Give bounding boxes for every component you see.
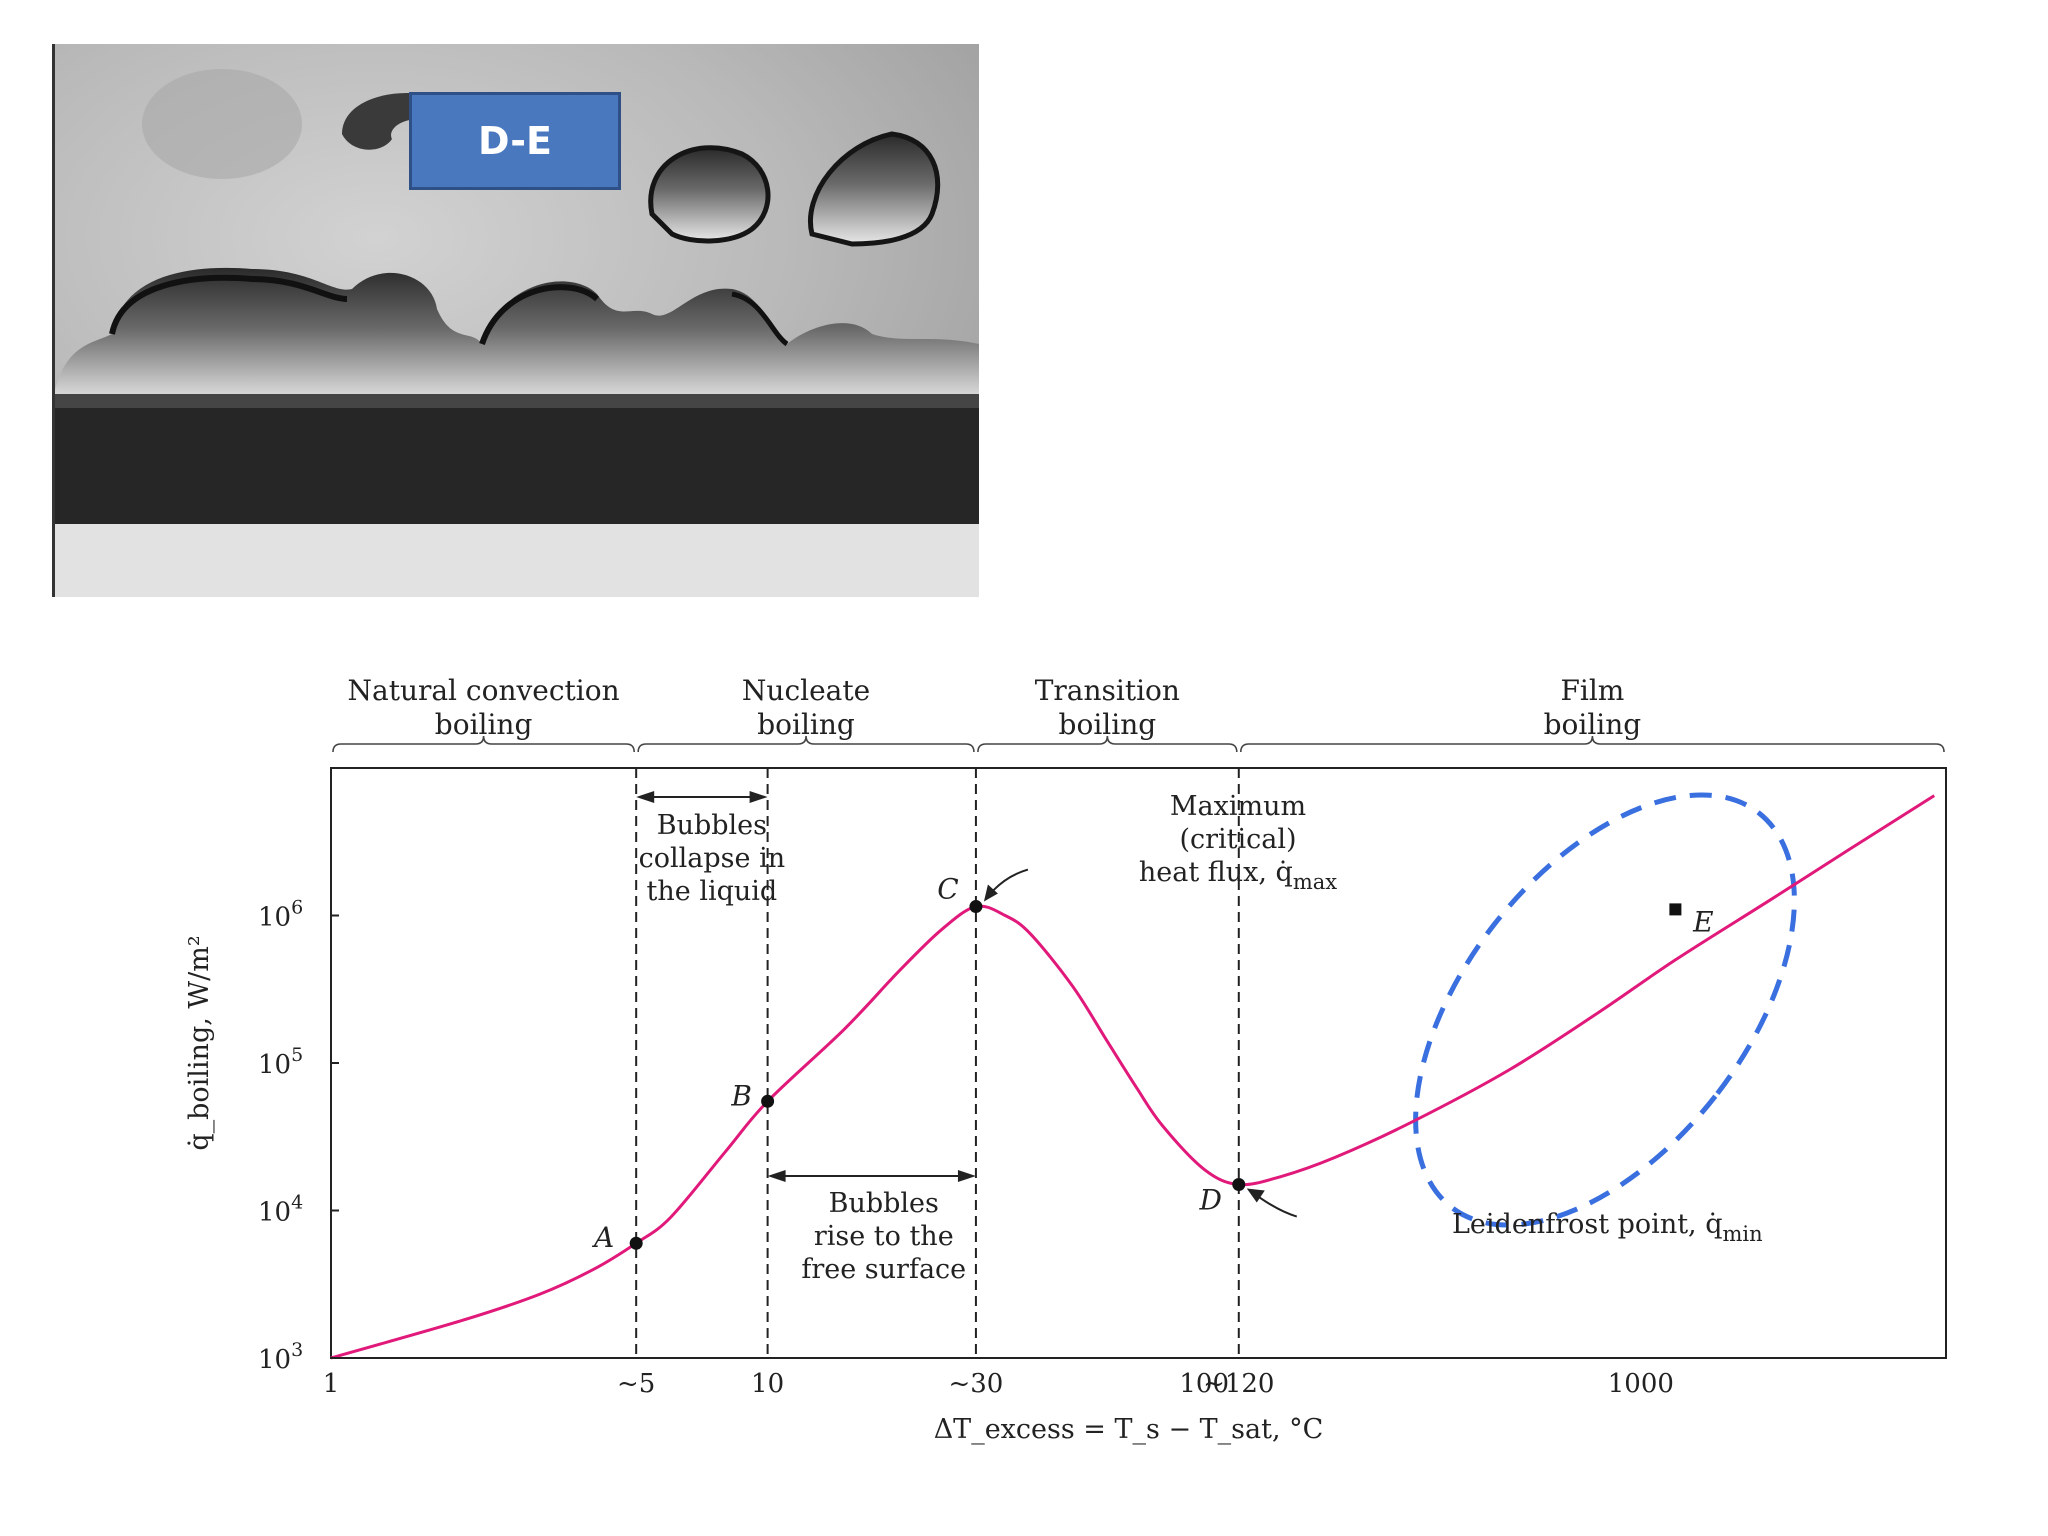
x-tick-label: 10 xyxy=(751,1369,784,1399)
curve-points: A B C D E xyxy=(591,873,1714,1255)
point-label-b: B xyxy=(730,1079,752,1112)
point-label-e: E xyxy=(1692,905,1713,938)
region-bracket xyxy=(977,735,1238,753)
annot-collapse-line: Bubbles xyxy=(657,810,767,841)
x-axis-ticks: 1 ~5 10 ~30 100~120 1000 xyxy=(323,1369,1674,1399)
y-tick-label: 106 xyxy=(258,897,303,933)
point-label-c: C xyxy=(937,873,958,906)
region-bracket xyxy=(637,735,975,753)
annot-collapse-line: collapse in xyxy=(639,843,785,874)
rise-arrow-head-right xyxy=(957,1170,976,1182)
x-tick-label: ~30 xyxy=(948,1369,1003,1399)
annot-leidenfrost: Leidenfrost point, q̇min xyxy=(1452,1209,1763,1246)
annot-rise-line: rise to the xyxy=(814,1221,954,1252)
annot-collapse-line: the liquid xyxy=(647,876,778,907)
leidenfrost-pointer-head xyxy=(1246,1188,1265,1203)
y-tick-label: 105 xyxy=(258,1044,303,1080)
region-brackets xyxy=(332,735,1945,753)
point-label-a: A xyxy=(591,1221,614,1254)
region-label-line2: boiling xyxy=(1544,708,1642,741)
region-bracket xyxy=(1239,735,1945,753)
max-flux-pointer-head xyxy=(983,884,998,902)
point-marker-c xyxy=(969,900,983,914)
annot-max-flux-line: (critical) xyxy=(1179,824,1296,855)
y-axis-ticks: 103 104 105 106 xyxy=(258,897,339,1375)
x-tick-label: 1 xyxy=(323,1369,340,1399)
region-label-line2: boiling xyxy=(1059,708,1157,741)
series-line xyxy=(330,794,1936,1360)
region-dividers xyxy=(635,768,1240,1358)
point-marker-d xyxy=(1232,1178,1246,1192)
rise-arrow-head-left xyxy=(767,1170,786,1182)
x-axis-label: ΔT_excess = T_s − T_sat, °C xyxy=(934,1414,1324,1445)
boiling-curve xyxy=(330,794,1936,1360)
axis-labels: ΔT_excess = T_s − T_sat, °C q̇_boiling, W… xyxy=(184,935,1323,1445)
point-label-d: D xyxy=(1199,1184,1222,1217)
region-label-line1: Film xyxy=(1560,674,1624,707)
x-tick-label: 1000 xyxy=(1608,1369,1674,1399)
region-label-line2: boiling xyxy=(757,708,855,741)
y-tick-label: 104 xyxy=(258,1192,303,1228)
point-marker-e xyxy=(1669,903,1682,916)
highlight-ellipse-shape xyxy=(1413,792,1797,1228)
annot-max-flux-line: heat flux, q̇max xyxy=(1139,857,1337,894)
region-label-line1: Natural convection xyxy=(348,674,620,707)
x-tick-label: ~120 xyxy=(1203,1369,1274,1399)
annotation-arrows xyxy=(636,791,1298,1218)
point-marker-a xyxy=(629,1236,643,1250)
photo-label: D-E xyxy=(409,92,621,190)
collapse-arrow-head-right xyxy=(749,791,768,803)
x-tick-label: ~5 xyxy=(617,1369,655,1399)
point-marker-b xyxy=(761,1094,775,1108)
region-bracket xyxy=(332,735,635,753)
region-label-line1: Nucleate xyxy=(742,674,870,707)
annot-rise-line: free surface xyxy=(801,1254,966,1285)
annot-rise-line: Bubbles xyxy=(829,1188,939,1219)
highlight-ellipse xyxy=(1413,792,1797,1228)
y-tick-label: 103 xyxy=(258,1339,303,1375)
annot-max-flux-line: Maximum xyxy=(1170,791,1306,822)
region-label-line1: Transition xyxy=(1035,674,1180,707)
y-axis-label: q̇_boiling, W/m² xyxy=(184,935,215,1150)
region-labels: Natural convectionboilingNucleateboiling… xyxy=(348,674,1642,741)
x-tick-label: 100 xyxy=(1179,1369,1229,1399)
collapse-arrow-head-left xyxy=(636,791,655,803)
region-label-line2: boiling xyxy=(435,708,533,741)
